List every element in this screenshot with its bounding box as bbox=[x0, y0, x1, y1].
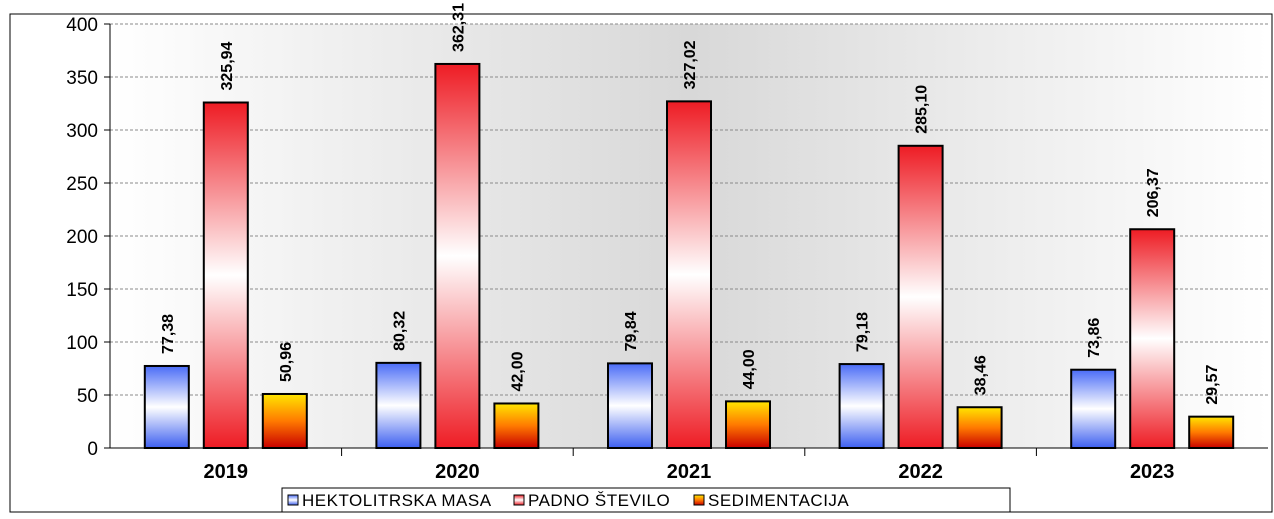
data-label-hektolitrska-masa: 73,86 bbox=[1086, 318, 1103, 358]
data-label-padno-stevilo: 285,10 bbox=[914, 85, 931, 134]
y-tick-label: 400 bbox=[66, 15, 98, 36]
data-label-hektolitrska-masa: 79,84 bbox=[623, 311, 640, 351]
y-tick-label: 350 bbox=[66, 68, 98, 89]
bar-sedimentacija bbox=[725, 400, 771, 449]
legend-box bbox=[281, 487, 1011, 513]
data-label-padno-stevilo: 362,31 bbox=[450, 3, 467, 52]
x-category-label: 2021 bbox=[667, 461, 712, 483]
bar-sedimentacija bbox=[493, 402, 540, 450]
y-tick-label: 50 bbox=[77, 386, 98, 407]
bar-padno-stevilo bbox=[897, 144, 944, 449]
bar-sedimentacija bbox=[1188, 415, 1235, 449]
gridlines bbox=[110, 23, 1268, 396]
data-labels: 77,38 325,94 50,96 80,32 362,31 42,00 79,84 327… bbox=[160, 3, 1221, 405]
y-tick-label: 200 bbox=[66, 227, 98, 248]
legend-label-hektolitrska-masa: HEKTOLITRSKA MASA bbox=[302, 491, 492, 510]
bar-padno-stevilo bbox=[666, 100, 712, 450]
bar-hektolitrska-masa bbox=[1070, 368, 1117, 450]
bar-padno-stevilo bbox=[434, 62, 481, 450]
bars bbox=[143, 62, 1235, 450]
y-tick-label: 0 bbox=[87, 439, 98, 460]
y-tick-label: 100 bbox=[66, 333, 98, 354]
data-label-sedimentacija: 44,00 bbox=[741, 349, 758, 389]
x-category-label: 2019 bbox=[204, 461, 249, 483]
data-label-sedimentacija: 50,96 bbox=[278, 342, 295, 382]
legend-swatch-sedimentacija bbox=[693, 494, 705, 506]
bar-hektolitrska-masa bbox=[838, 363, 885, 450]
bar-hektolitrska-masa bbox=[143, 364, 190, 449]
y-tick-label: 250 bbox=[66, 174, 98, 195]
y-tick-label: 150 bbox=[66, 280, 98, 301]
bar-sedimentacija bbox=[956, 406, 1003, 449]
data-label-sedimentacija: 38,46 bbox=[973, 355, 990, 395]
data-label-hektolitrska-masa: 79,18 bbox=[855, 312, 872, 352]
legend-label-padno-stevilo: PADNO ŠTEVILO bbox=[528, 491, 670, 510]
legend: HEKTOLITRSKA MASA PADNO ŠTEVILO SEDIMENTAC… bbox=[281, 487, 1011, 513]
legend-label-sedimentacija: SEDIMENTACIJA bbox=[708, 491, 849, 510]
data-label-padno-stevilo: 206,37 bbox=[1145, 168, 1162, 217]
data-label-hektolitrska-masa: 77,38 bbox=[160, 314, 177, 354]
x-category-label: 2022 bbox=[898, 461, 943, 483]
legend-swatch-padno-stevilo bbox=[513, 494, 525, 506]
bar-padno-stevilo bbox=[1129, 228, 1176, 449]
bar-hektolitrska-masa bbox=[375, 361, 422, 450]
x-category-label: 2023 bbox=[1130, 461, 1175, 483]
y-tick-label: 300 bbox=[66, 121, 98, 142]
data-label-hektolitrska-masa: 80,32 bbox=[391, 311, 408, 351]
legend-swatch-hektolitrska-masa bbox=[287, 494, 299, 506]
data-label-padno-stevilo: 325,94 bbox=[219, 41, 236, 90]
bar-padno-stevilo bbox=[202, 101, 249, 449]
data-label-sedimentacija: 42,00 bbox=[509, 351, 526, 391]
bar-sedimentacija bbox=[261, 392, 308, 449]
bar-hektolitrska-masa bbox=[607, 362, 653, 449]
data-label-sedimentacija: 29,57 bbox=[1204, 365, 1221, 405]
x-category-label: 2020 bbox=[435, 461, 480, 483]
data-label-padno-stevilo: 327,02 bbox=[682, 40, 699, 89]
